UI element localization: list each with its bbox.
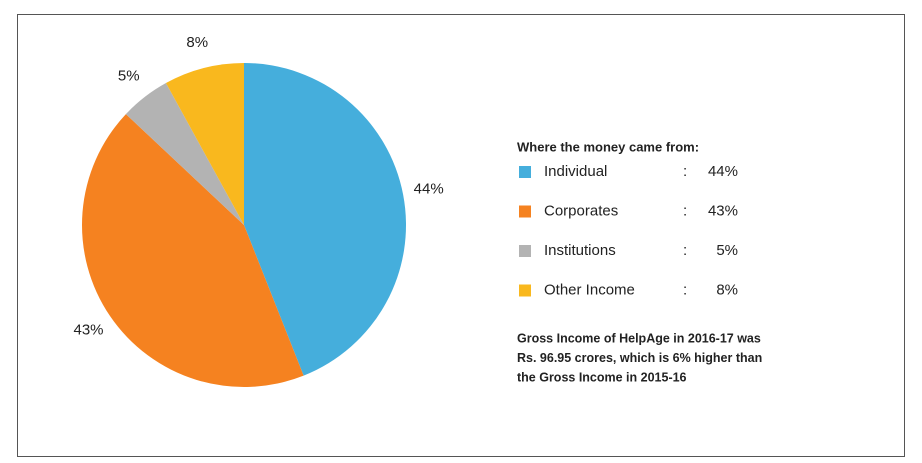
pie-slice	[165, 63, 244, 225]
legend-value: 5%	[716, 242, 738, 259]
legend-swatch	[519, 245, 531, 257]
note-line: Rs. 96.95 crores, which is 6% higher tha…	[517, 351, 762, 365]
legend-label: Other Income	[544, 281, 635, 298]
data-label: 44%	[414, 181, 444, 198]
legend-label: Corporates	[544, 202, 618, 219]
legend-separator: :	[683, 281, 687, 298]
legend-separator: :	[683, 163, 687, 180]
pie-slice	[82, 114, 304, 387]
pie-slice	[244, 63, 406, 376]
legend-separator: :	[683, 202, 687, 219]
legend-value: 43%	[708, 202, 738, 219]
legend-swatch	[519, 284, 531, 297]
note-line: Gross Income of HelpAge in 2016-17 was	[517, 331, 761, 345]
legend-title: Where the money came from:	[517, 139, 699, 154]
legend-swatch	[519, 166, 531, 178]
pie-slice	[125, 83, 244, 225]
note-line: the Gross Income in 2015-16	[517, 370, 687, 384]
data-label: 5%	[118, 67, 140, 84]
data-label: 8%	[186, 34, 208, 51]
legend-swatch	[519, 205, 531, 218]
legend-label: Institutions	[544, 242, 616, 259]
legend-value: 44%	[708, 163, 738, 180]
legend-label: Individual	[544, 163, 607, 180]
data-label: 43%	[73, 322, 103, 339]
legend-separator: :	[683, 242, 687, 259]
legend-value: 8%	[716, 281, 738, 298]
